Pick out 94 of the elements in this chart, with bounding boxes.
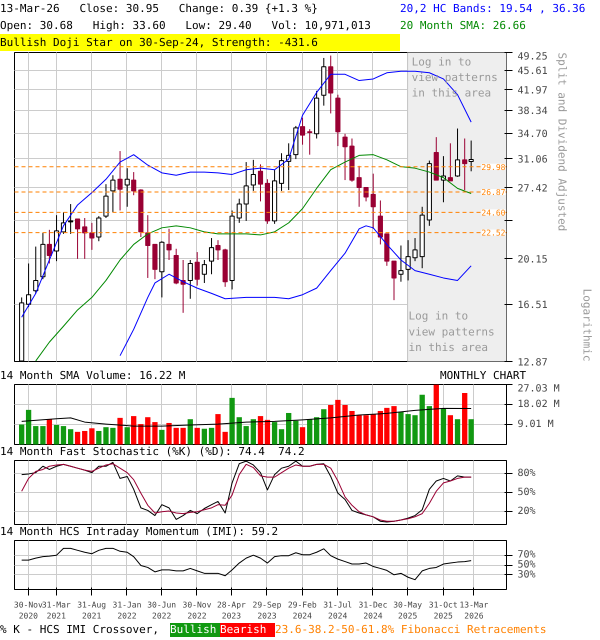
candlestick	[398, 244, 404, 282]
candlestick	[194, 252, 200, 286]
text: 20 Month SMA: 26.66	[400, 18, 526, 34]
y-tick-label: 50%	[518, 560, 536, 570]
candlestick	[202, 259, 207, 284]
x-tick-label: 31-Dec 2024	[358, 600, 388, 620]
y-tick-label: 31.06	[518, 154, 548, 166]
x-tick-label: 31-Mar 2021	[42, 600, 71, 620]
candlestick	[356, 165, 362, 208]
x-tick-label: 29-Feb 2024	[288, 600, 317, 620]
candlestick	[236, 198, 242, 224]
y-tick-label: 45.61	[518, 66, 548, 78]
candlestick	[370, 173, 376, 230]
x-tick-label: 31-Oct 2025	[428, 600, 458, 620]
candlestick	[33, 246, 38, 294]
y-tick-label: 20.15	[518, 254, 548, 266]
chart-title: 14 Month HCS Intraday Momentum (IMI): 59.2	[0, 525, 278, 539]
text: Bearish	[220, 623, 266, 637]
candlestick	[117, 150, 123, 211]
chart-title: 14 Month Fast Stochastic (%K) (%D): 74.4 74.2	[0, 445, 305, 459]
x-tick-label: 31-Jul 2024	[323, 600, 352, 620]
x-tick-label: 13-Mar 2026	[459, 600, 489, 620]
text: Bullish	[170, 623, 216, 637]
text: 20,2 HC Bands: 19.54 , 36.36	[400, 1, 586, 17]
candlestick	[448, 142, 453, 182]
annotation: Log in to view patterns in this area	[408, 310, 495, 354]
candlestick	[300, 117, 306, 146]
x-tick-label: 28-Apr 2023	[216, 600, 246, 620]
candlestick	[145, 214, 150, 278]
ref-line-label: 29.98	[481, 162, 506, 172]
y-tick-label: 20%	[518, 506, 536, 518]
text: % K - HCS IMI Crossover,	[0, 623, 159, 637]
ref-line-label: 26.87	[481, 188, 506, 198]
y-tick-label: 30%	[518, 569, 536, 580]
candlestick	[68, 204, 74, 234]
candlestick	[96, 216, 102, 242]
candlestick	[208, 238, 214, 275]
candlestick	[26, 262, 32, 308]
candlestick	[391, 260, 397, 301]
candlestick	[74, 218, 80, 260]
text: 23.6-38.2-50-61.8% Fibonacci Retracements	[275, 623, 547, 637]
candlestick	[124, 168, 130, 208]
text: MONTHLY CHART	[440, 369, 526, 383]
candlestick	[82, 218, 88, 260]
ref-line-label: 22.52	[481, 228, 506, 238]
candlestick	[103, 184, 109, 219]
line-series	[21, 548, 472, 580]
y-tick-label: 49.25	[518, 52, 548, 62]
y-tick-label: 80%	[518, 468, 536, 479]
chart-title: 14 Month SMA Volume: 16.22 M	[0, 369, 186, 383]
y-tick-label: 50%	[518, 487, 536, 498]
y-tick-label: 12.87	[518, 358, 548, 368]
y-tick-label: 70%	[518, 550, 536, 561]
candlestick	[110, 174, 116, 213]
candlestick	[258, 164, 264, 202]
candlestick	[244, 162, 249, 222]
y-tick-label: 34.70	[518, 129, 548, 140]
y-tick-label: 9.01 M	[518, 419, 554, 430]
candlestick	[215, 240, 221, 260]
candlestick	[166, 228, 172, 260]
candlestick	[342, 133, 348, 181]
x-tick-label: 30-Jun 2022	[147, 600, 176, 620]
text: Bullish Doji Star on 30-Sep-24, Strength: -431.6	[0, 35, 318, 51]
candlestick	[406, 240, 411, 281]
x-tick-label: 31-Jan 2022	[112, 600, 142, 620]
candlestick	[278, 152, 284, 192]
y-tick-label: 18.02 M	[518, 399, 560, 410]
chart-title: 13-Mar-26 Close: 30.95 Change: 0.39 {+1.3 %}	[0, 1, 318, 17]
text: Logarithmic	[580, 288, 594, 362]
y-tick-label: 27.03 M	[518, 384, 560, 394]
candlestick	[412, 238, 418, 262]
text: Split and Dividend Adjusted	[556, 52, 568, 232]
candlestick	[363, 187, 369, 202]
x-tick-label: 31-Aug 2021	[77, 600, 106, 620]
y-tick-label: 41.97	[518, 85, 548, 96]
candlestick	[454, 128, 460, 178]
candlestick	[131, 172, 136, 196]
x-tick-label: 30-May 2025	[393, 600, 422, 620]
band-label: Log in to view patterns in this area	[412, 56, 498, 100]
x-tick-label: 30-Nov 2020	[14, 600, 43, 620]
ref-line-label: 24.60	[481, 208, 506, 218]
chart-subtitle: Open: 30.68 High: 33.60 Low: 29.40 Vol: 10,971,013	[0, 18, 371, 34]
y-tick-label: 16.51	[518, 300, 548, 312]
y-tick-label: 38.34	[518, 106, 548, 118]
x-tick-label: 29-Sep 2023	[252, 600, 282, 620]
candlestick	[468, 140, 474, 172]
candlestick	[462, 138, 468, 191]
candlestick	[46, 229, 52, 264]
candlestick	[188, 259, 193, 300]
y-tick-label: 27.42	[518, 183, 548, 194]
candlestick	[250, 159, 256, 192]
candlestick	[307, 128, 312, 156]
x-tick-label: 30-Nov 2022	[182, 600, 212, 620]
candlestick	[89, 222, 94, 250]
